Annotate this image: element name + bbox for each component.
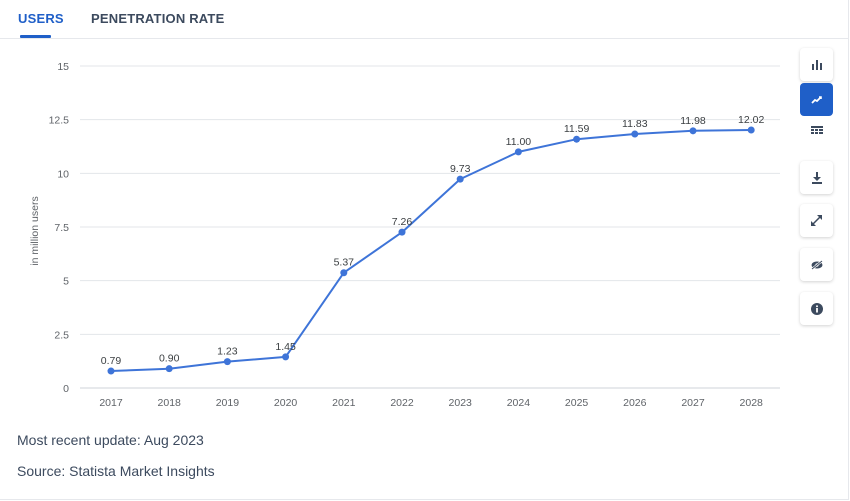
y-tick-label: 15	[57, 61, 69, 73]
x-tick-label: 2022	[390, 397, 414, 409]
data-label: 7.26	[392, 216, 413, 228]
download-button[interactable]	[800, 161, 833, 194]
y-tick-label: 7.5	[54, 222, 69, 234]
table-icon	[810, 126, 823, 134]
data-point[interactable]	[165, 365, 173, 373]
update-note: Most recent update: Aug 2023	[17, 432, 204, 448]
data-point[interactable]	[340, 269, 348, 277]
line-chart-icon	[810, 95, 822, 104]
line-chart: 0 2.5 5 7.5 10 12.5 15 2017 2018 2019 2020 2021 2022…	[29, 61, 780, 409]
tab-bar: USERS PENETRATION RATE	[0, 0, 849, 39]
source-note: Source: Statista Market Insights	[17, 463, 215, 479]
data-label: 11.00	[506, 136, 532, 148]
x-tick-label: 2017	[99, 397, 123, 409]
bar-chart-icon	[811, 59, 822, 70]
data-point[interactable]	[398, 228, 406, 236]
tab-penetration-rate[interactable]: PENETRATION RATE	[91, 11, 225, 26]
table-button[interactable]	[800, 116, 833, 146]
x-tick-label: 2027	[681, 397, 705, 409]
data-point[interactable]	[573, 135, 581, 143]
x-tick-label: 2026	[623, 397, 647, 409]
y-tick-label: 5	[63, 276, 69, 288]
data-label: 0.79	[101, 355, 122, 367]
line-chart-button[interactable]	[800, 83, 833, 116]
data-point[interactable]	[456, 175, 464, 183]
data-label: 11.83	[622, 118, 648, 130]
data-point[interactable]	[514, 148, 522, 156]
data-labels-layer: 0.79 0.90 1.23 1.45 5.37 7.26 9.73 11.00 11.59 11…	[101, 114, 765, 367]
y-tick-label: 0	[63, 383, 69, 395]
data-point[interactable]	[747, 126, 755, 134]
data-label: 11.98	[680, 115, 706, 127]
data-label: 11.59	[564, 123, 590, 135]
data-point[interactable]	[223, 358, 231, 366]
x-tick-label: 2023	[449, 397, 473, 409]
info-icon	[810, 302, 823, 315]
data-label: 5.37	[334, 257, 355, 269]
data-point[interactable]	[282, 353, 290, 361]
info-button[interactable]	[800, 292, 833, 325]
series-line	[110, 129, 752, 372]
data-point[interactable]	[107, 367, 115, 375]
tab-users[interactable]: USERS	[18, 11, 64, 26]
x-tick-label: 2024	[507, 397, 531, 409]
download-icon	[811, 171, 822, 184]
data-point[interactable]	[631, 130, 639, 138]
expand-icon	[811, 215, 822, 226]
fullscreen-button[interactable]	[800, 204, 833, 237]
bar-chart-button[interactable]	[800, 48, 833, 81]
y-tick-label: 10	[57, 168, 69, 180]
hide-icon	[810, 259, 823, 270]
x-tick-label: 2020	[274, 397, 298, 409]
active-tab-indicator	[20, 35, 51, 38]
grid-layer	[80, 65, 780, 389]
x-tick-label: 2019	[216, 397, 240, 409]
x-tick-label: 2028	[740, 397, 764, 409]
data-label: 0.90	[159, 353, 180, 365]
x-tick-label: 2018	[158, 397, 182, 409]
y-tick-label: 12.5	[49, 115, 70, 127]
x-tick-label: 2021	[332, 397, 356, 409]
y-axis-label: in million users	[29, 196, 41, 265]
axis-layer: 0 2.5 5 7.5 10 12.5 15 2017 2018 2019 2020 2021 2022…	[49, 61, 763, 409]
data-label: 1.23	[217, 346, 238, 358]
data-label: 12.02	[738, 114, 764, 126]
points-layer	[107, 126, 755, 375]
y-tick-label: 2.5	[54, 329, 69, 341]
data-label: 9.73	[450, 163, 471, 175]
hide-button[interactable]	[800, 248, 833, 281]
data-label: 1.45	[275, 341, 296, 353]
x-tick-label: 2025	[565, 397, 589, 409]
data-point[interactable]	[689, 127, 697, 135]
